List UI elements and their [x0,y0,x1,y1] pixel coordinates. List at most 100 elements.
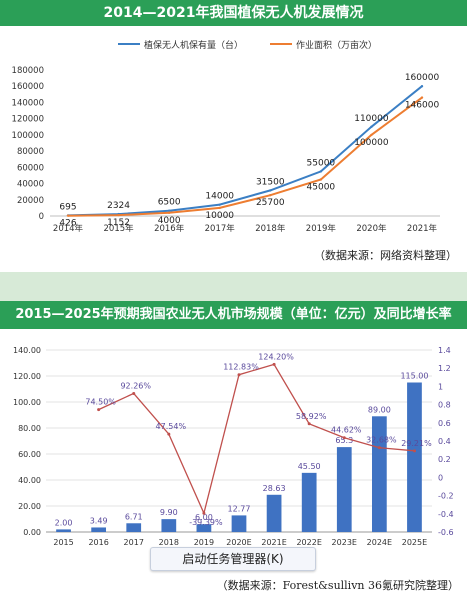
series-line-1 [67,85,423,217]
bar [231,515,247,532]
bar-value-label: 3.49 [90,516,108,525]
growth-rate-label: 112.83% [223,363,259,372]
growth-rate-label: -39.39% [189,518,223,527]
data-point-series-2 [319,178,323,181]
y-tick-label: 80000 [17,147,44,157]
data-point-series-2 [269,193,272,197]
data-point-series-1 [420,85,424,88]
growth-rate-label: 92.26% [120,381,151,390]
data-label-series-2: 1152 [107,218,130,228]
x-tick-label: 2024E [367,538,392,547]
data-label-series-1: 695 [59,202,76,212]
bar-value-label: 12.77 [228,504,251,513]
data-point-series-1 [269,189,272,192]
legend-label-series-1: 植保无人机保有量（台） [144,39,243,51]
bar-value-label: 45.50 [298,462,321,471]
bar-value-label: 65.3 [335,436,353,445]
growth-rate-line [98,363,415,516]
x-tick-label: 2016年 [154,223,185,234]
y-tick-label: 140000 [12,98,44,108]
y-right-tick-label: 0.2 [438,455,451,464]
growth-rate-label: 58.92% [296,412,327,421]
y-tick-label: 60000 [17,163,44,173]
y-tick-label: 20000 [17,196,44,206]
growth-rate-label: 74.50% [85,398,116,407]
y-left-tick-label: 40.00 [18,476,41,485]
data-label-series-2: 426 [59,219,76,229]
data-point-series-1 [218,203,221,206]
x-tick-label: 2020年 [356,223,387,234]
series-line-2 [67,96,423,217]
data-point-series-1 [370,125,373,128]
y-right-tick-label: 0 [438,473,443,482]
growth-rate-label: 47.54% [156,422,187,431]
growth-rate-label: 44.62% [331,426,362,435]
y-left-tick-label: 140.00 [13,346,41,355]
bar [301,472,317,532]
section-divider-band [0,272,467,301]
bar [56,529,71,532]
x-tick-label: 2025E [402,538,427,547]
bar-value-label: 115.00 [400,372,428,381]
bar-value-label: 9.90 [160,508,178,517]
x-tick-label: 2017 [124,538,144,547]
chart2-bar-line-chart: 0.00 20.00 40.00 60.00 80.00 100.00 120.00 140.… [13,346,454,547]
y-left-tick-label: 0.00 [23,528,41,537]
x-tick-label: 2021E [261,538,286,547]
bar [196,524,212,532]
y-left-tick-label: 20.00 [18,502,41,511]
y-left-tick-label: 100.00 [13,398,41,407]
y-tick-label: 160000 [12,82,44,92]
data-point-series-1 [319,170,323,173]
data-label-series-1: 110000 [354,114,389,124]
y-right-tick-label: 0.4 [438,437,451,446]
growth-rate-point [97,408,101,412]
y-tick-label: 40000 [17,180,44,190]
bar-value-label: 2.00 [55,518,73,527]
x-tick-label: 2020E [226,538,251,547]
bar [371,416,387,532]
growth-rate-label: 124.20% [258,352,294,361]
data-label-series-2: 10000 [205,211,234,221]
x-tick-label: 2023E [332,538,357,547]
y-left-tick-label: 80.00 [18,424,41,433]
growth-rate-point [377,446,381,450]
x-tick-label: 2018年 [255,223,286,234]
data-point-series-2 [420,96,424,99]
bar [91,527,107,532]
data-label-series-1: 14000 [205,192,234,202]
growth-rate-point [237,373,241,377]
y-tick-label: 100000 [12,131,44,141]
data-label-series-2: 100000 [354,138,389,148]
y-tick-label: 180000 [12,66,44,76]
task-manager-tooltip[interactable]: 启动任务管理器(K) [150,547,316,571]
chart2-title-banner: 2015—2025年预期我国农业无人机市场规模（单位：亿元）及同比增长率 [0,301,467,329]
chart1-source-note: （数据来源：网络资料整理） [314,249,457,262]
data-label-series-1: 55000 [307,158,336,168]
x-tick-label: 2019 [194,538,214,547]
growth-rate-point [132,391,136,395]
bar-value-label: 6.00 [195,513,213,522]
data-label-series-2: 45000 [307,183,336,193]
x-tick-label: 2015年 [104,223,135,234]
data-point-series-2 [66,214,70,217]
y-right-tick-label: -0.2 [438,492,454,501]
legend-label-series-2: 作业面积（万亩次） [296,39,377,51]
y-right-tick-label: 0.6 [438,419,451,428]
data-label-series-1: 2324 [107,201,130,211]
data-label-series-1: 160000 [405,73,440,83]
y-tick-label: 0 [39,212,44,222]
x-tick-label: 2018 [159,538,179,547]
data-point-series-2 [167,211,171,214]
bar-value-label: 6.71 [125,512,143,521]
y-right-tick-label: -0.4 [438,510,454,519]
y-right-tick-label: -0.6 [438,528,454,537]
x-tick-label: 2015 [53,538,73,547]
x-tick-label: 2022E [296,538,321,547]
chart1-title-banner: 2014—2021年我国植保无人机发展情况 [0,0,467,26]
x-tick-label: 2021年 [407,223,438,234]
data-label-series-2: 146000 [405,101,440,111]
growth-rate-label: 32.68% [366,436,397,445]
y-right-tick-label: 1.4 [438,346,451,355]
chart2-source-note: （数据来源：Forest&sullivn 36氪研究院整理） [216,579,459,592]
